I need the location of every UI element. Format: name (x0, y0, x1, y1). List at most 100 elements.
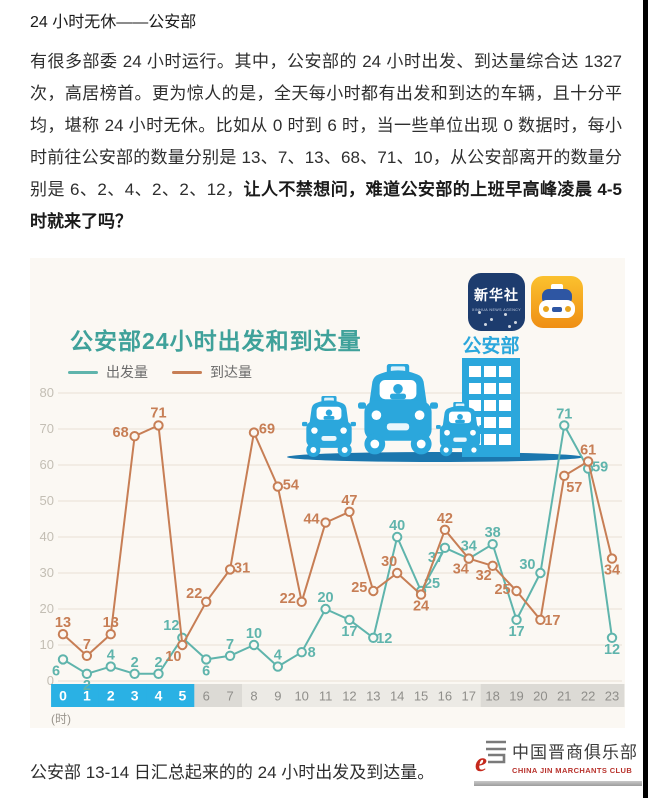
data-point (248, 427, 260, 438)
x-tick-label: 12 (342, 689, 356, 704)
data-point-label: 57 (566, 480, 582, 496)
chart-legend: 出发量 到达量 (68, 362, 266, 382)
data-point-label: 30 (519, 557, 535, 573)
data-point-label: 12 (376, 631, 392, 647)
paragraph-normal: 有很多部委 24 小时运行。其中，公安部的 24 小时出发、到达量综合达 132… (30, 52, 622, 199)
article-paragraph: 有很多部委 24 小时运行。其中，公安部的 24 小时出发、到达量综合达 132… (30, 46, 622, 238)
data-point-label: 34 (461, 539, 477, 555)
data-point (248, 639, 260, 651)
arrival-line-swatch (172, 370, 202, 374)
data-point (201, 596, 212, 607)
x-band-cell (504, 684, 529, 707)
y-tick-label: 70 (40, 421, 54, 436)
right-edge-border (643, 0, 648, 798)
x-band-cell (552, 684, 577, 707)
data-point-label: 7 (83, 637, 91, 653)
data-point (105, 661, 116, 672)
data-point-label: 25 (494, 582, 510, 598)
x-band-cell (528, 684, 553, 707)
data-point (391, 567, 403, 579)
data-point (606, 632, 618, 643)
y-tick-label: 60 (40, 457, 54, 472)
figure-caption: 公安部 13-14 日汇总起来的的 24 小时出发及到达量。 (30, 763, 435, 782)
x-axis-unit-label: (时) (51, 712, 71, 726)
xinhua-app-subtitle: XINHUA NEWS AGENCY (471, 307, 522, 312)
legend-label-arrival: 到达量 (210, 364, 252, 380)
data-point-label: 42 (437, 511, 453, 527)
departure-line-swatch (68, 370, 98, 374)
data-point-label: 20 (317, 590, 333, 606)
data-point-label: 13 (55, 615, 71, 631)
data-point-label: 25 (351, 580, 367, 596)
data-point (415, 589, 427, 600)
data-point (439, 542, 451, 553)
chart-title: 公安部24小时出发和到达量 (70, 328, 362, 354)
x-tick-label: 11 (319, 689, 333, 704)
data-point (57, 629, 69, 640)
data-point-label: 12 (604, 642, 620, 658)
data-point-label: 12 (163, 618, 179, 634)
x-band-cell (265, 684, 291, 707)
data-point-label: 44 (303, 512, 319, 528)
x-tick-label: 20 (533, 689, 547, 704)
data-point-label: 32 (476, 568, 492, 584)
data-point-label: 7 (226, 637, 234, 653)
data-point-label: 34 (604, 563, 620, 579)
data-point-label: 59 (592, 460, 608, 476)
data-point (463, 553, 474, 564)
data-point-label: 38 (485, 525, 501, 541)
data-point-label: 4 (107, 648, 115, 664)
data-point (105, 629, 116, 640)
data-point (272, 481, 284, 492)
data-point (81, 650, 93, 661)
x-band-cell (98, 684, 124, 707)
x-band-cell (242, 684, 267, 707)
data-point (224, 650, 236, 661)
data-point-label: 10 (165, 649, 181, 665)
data-point (129, 431, 140, 442)
x-band-cell (432, 684, 458, 707)
y-tick-label: 10 (40, 637, 54, 652)
data-point-label: 17 (508, 624, 524, 640)
data-point-label: 22 (186, 586, 202, 602)
data-point (559, 420, 570, 431)
x-tick-label: 4 (155, 688, 163, 704)
y-tick-label: 0 (47, 673, 54, 688)
paragraph-bold: 让人不禁想问，难道公安部的上班早高峰凌晨 4-5 时就来了吗？ (30, 180, 623, 231)
data-point-label: 61 (580, 442, 596, 458)
y-tick-label: 30 (40, 565, 54, 580)
x-band-cell (480, 684, 506, 707)
x-tick-label: 15 (414, 689, 428, 704)
data-point (535, 567, 546, 579)
x-tick-label: 22 (581, 689, 595, 704)
data-point-label: 17 (544, 613, 560, 629)
data-point-label: 71 (556, 406, 572, 422)
data-point (606, 553, 618, 564)
x-band-cell (361, 684, 386, 707)
data-point-label: 2 (83, 678, 91, 694)
series-line (62, 424, 614, 675)
data-point-label: 37 (428, 550, 444, 566)
data-point (511, 585, 522, 597)
x-tick-label: 3 (131, 688, 139, 704)
x-tick-label: 9 (274, 689, 281, 704)
x-band-cell (600, 684, 625, 707)
x-tick-label: 16 (438, 689, 452, 704)
page-title: 24 小时无休——公安部 (30, 14, 197, 31)
data-point (439, 524, 451, 535)
data-point (582, 456, 594, 467)
watermark-en: CHINA JIN MARCHANTS CLUB (512, 766, 633, 775)
x-band-cell (146, 684, 171, 707)
x-tick-label: 19 (509, 689, 523, 704)
data-point (177, 639, 188, 651)
data-point-label: 54 (283, 478, 299, 494)
data-point (391, 531, 403, 543)
x-band-cell (122, 684, 148, 707)
x-tick-label: 6 (203, 689, 210, 704)
data-point-label: 40 (389, 518, 405, 534)
data-point (57, 654, 69, 665)
data-point-label: 69 (259, 422, 275, 438)
x-band-cell (456, 684, 482, 707)
